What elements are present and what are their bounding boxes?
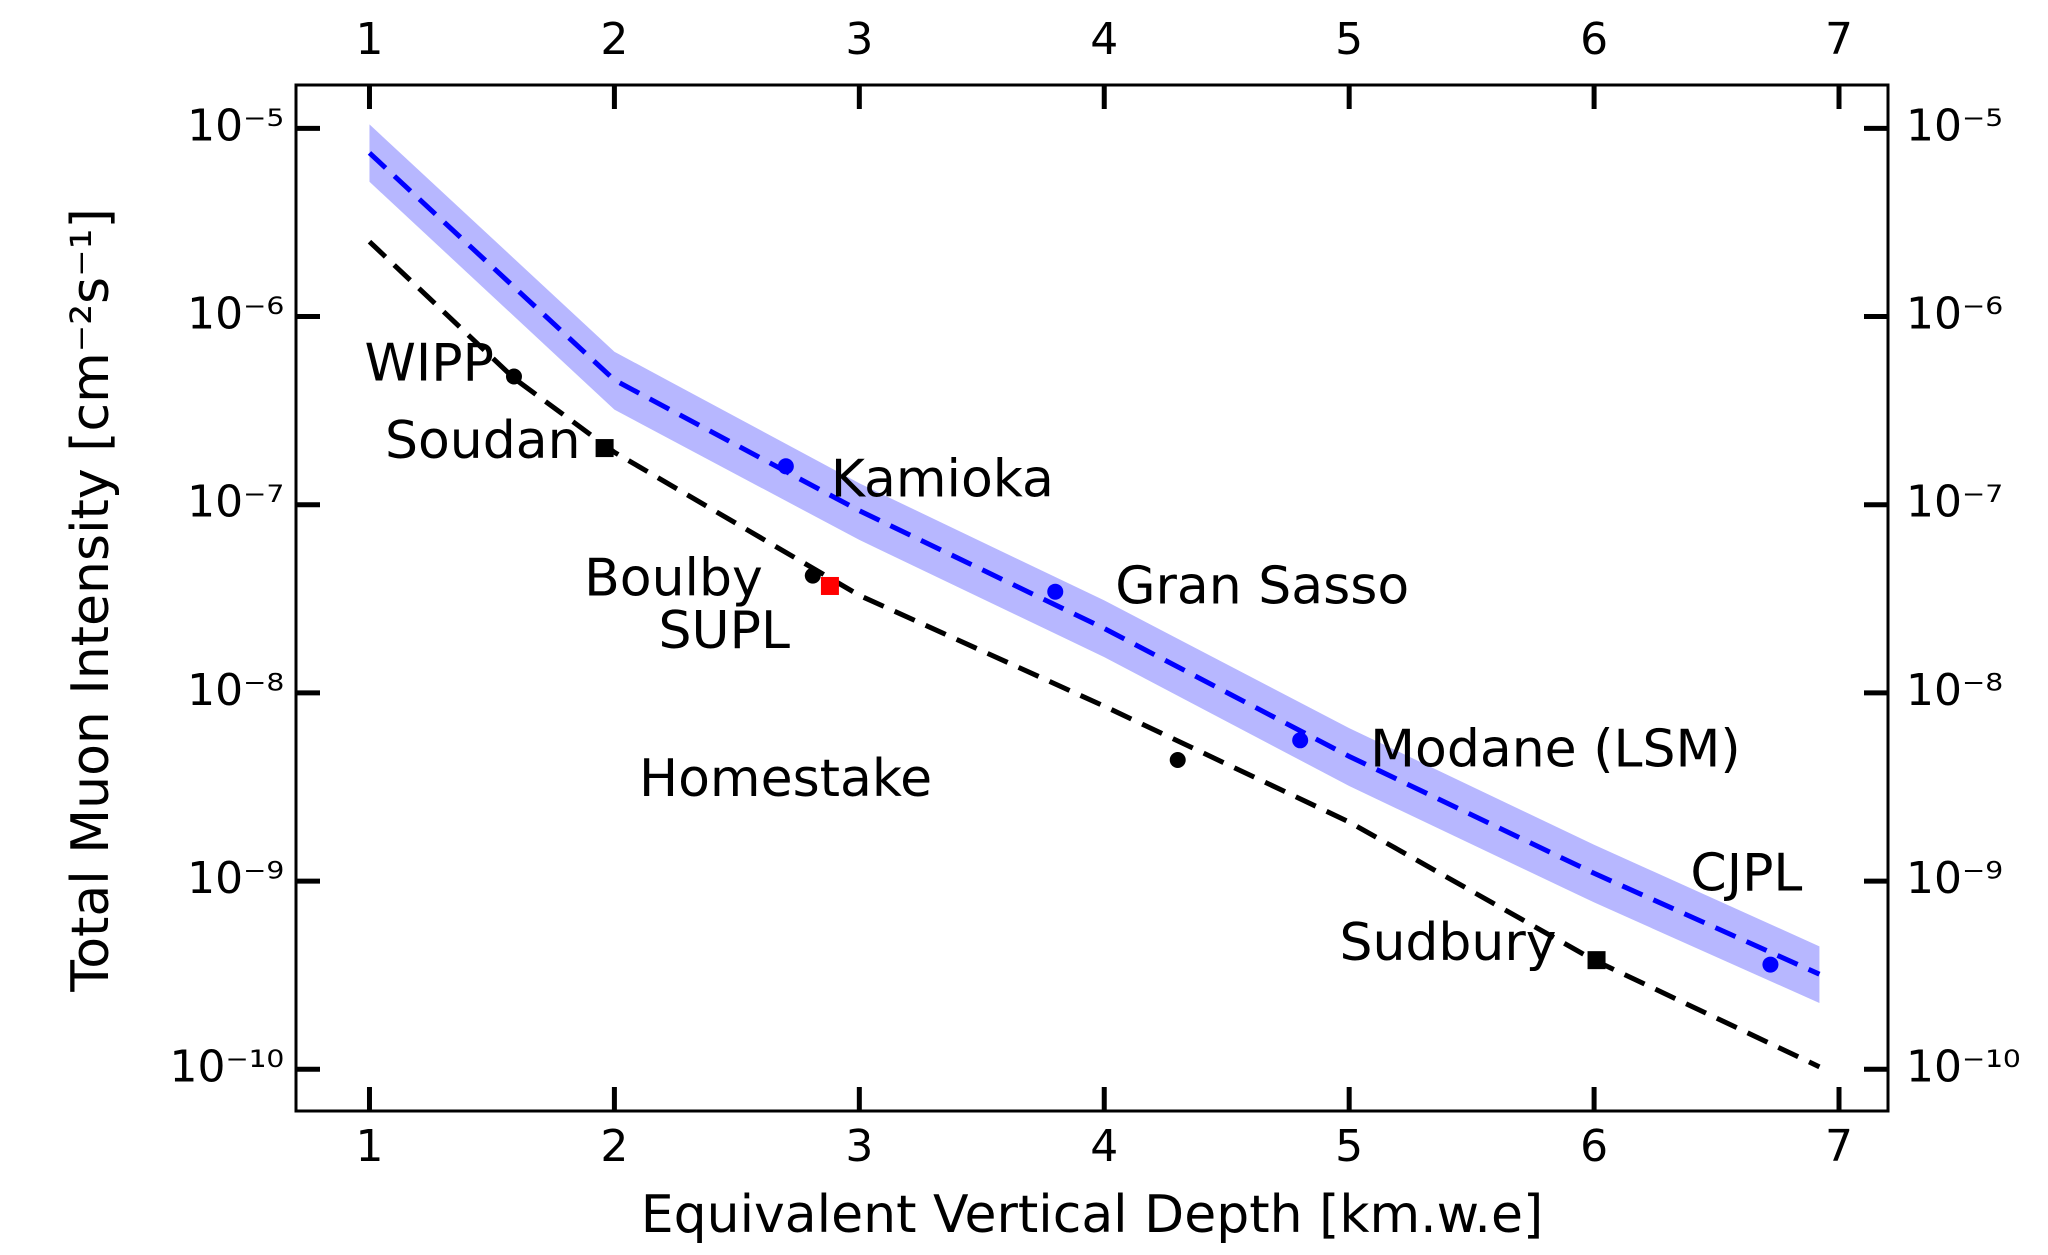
site-marker — [1587, 951, 1606, 970]
site-marker — [1047, 583, 1064, 600]
y-tick-label-right: 10⁻⁶ — [1906, 289, 2003, 340]
y-tick-label: 10⁻⁷ — [187, 477, 284, 528]
curve — [367, 151, 1821, 977]
y-tick-label: 10⁻⁵ — [187, 100, 284, 151]
y-tick-label: 10⁻⁶ — [187, 289, 284, 340]
site-marker — [505, 368, 522, 385]
site-marker — [1762, 956, 1779, 973]
y-axis-label: Total Muon Intensity [cm⁻²s⁻¹] — [61, 208, 121, 992]
site-label: Modane (LSM) — [1370, 719, 1740, 779]
site-marker — [777, 458, 794, 475]
site-marker — [595, 439, 614, 458]
x-tick-label: 7 — [1825, 1121, 1853, 1172]
site-label: Boulby — [584, 549, 763, 609]
site-label: SUPL — [659, 601, 790, 661]
site-marker — [804, 567, 821, 584]
site-marker — [1292, 732, 1309, 749]
y-tick-label: 10⁻¹⁰ — [170, 1041, 285, 1092]
y-tick-label-right: 10⁻⁷ — [1906, 477, 2003, 528]
site-marker — [820, 576, 839, 595]
site-label: Sudbury — [1339, 913, 1556, 973]
x-tick-label: 1 — [355, 1121, 383, 1172]
y-tick-label-right: 10⁻¹⁰ — [1906, 1041, 2021, 1092]
site-label: WIPP — [365, 334, 494, 394]
plot-frame — [294, 83, 1890, 1113]
x-tick-label: 2 — [600, 1121, 628, 1172]
y-tick-label-right: 10⁻⁸ — [1906, 665, 2003, 716]
x-tick-label-top: 4 — [1090, 14, 1118, 65]
y-tick-label: 10⁻⁹ — [187, 853, 284, 904]
x-tick-label-top: 2 — [600, 14, 628, 65]
y-tick-label-right: 10⁻⁵ — [1906, 100, 2003, 151]
x-tick-label: 4 — [1090, 1121, 1118, 1172]
site-label: Homestake — [639, 749, 932, 809]
x-tick-label: 6 — [1580, 1121, 1608, 1172]
curve — [367, 239, 1821, 1070]
site-label: Gran Sasso — [1115, 557, 1409, 617]
x-axis-label: Equivalent Vertical Depth [km.w.e] — [641, 1185, 1543, 1245]
y-tick-label-right: 10⁻⁹ — [1906, 853, 2003, 904]
site-label: Kamioka — [831, 449, 1054, 509]
x-tick-label-top: 6 — [1580, 14, 1608, 65]
site-label: CJPL — [1690, 844, 1802, 904]
y-tick-label: 10⁻⁸ — [187, 665, 284, 716]
x-tick-label-top: 3 — [845, 14, 873, 65]
x-tick-label-top: 5 — [1335, 14, 1363, 65]
site-label: Soudan — [385, 411, 581, 471]
site-marker — [1169, 751, 1186, 768]
x-tick-label: 3 — [845, 1121, 873, 1172]
error-band — [369, 124, 1820, 1003]
x-tick-label: 5 — [1335, 1121, 1363, 1172]
x-tick-label-top: 7 — [1825, 14, 1853, 65]
x-tick-label-top: 1 — [355, 14, 383, 65]
